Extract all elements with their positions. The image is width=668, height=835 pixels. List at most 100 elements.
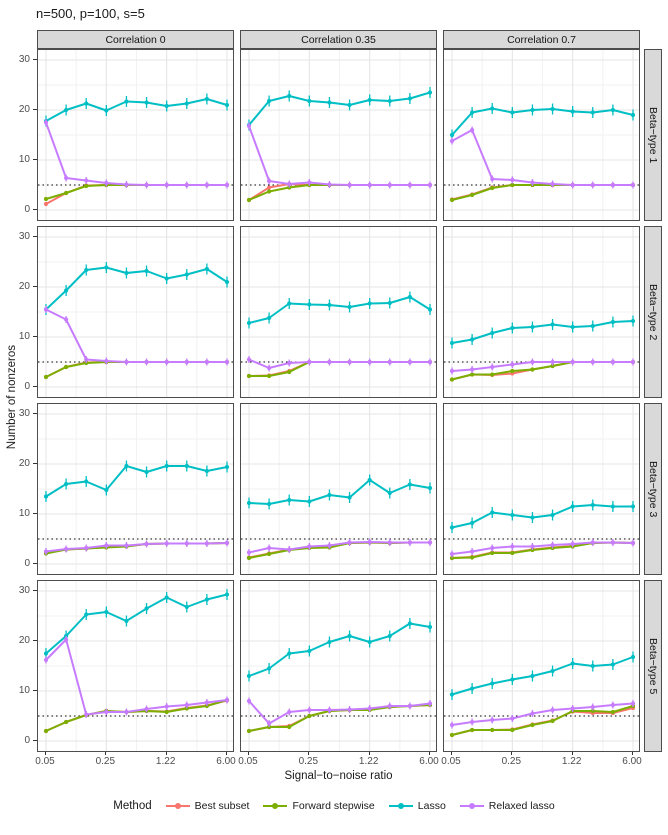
x-tick-label: 6.00 [622,756,642,767]
series-relaxed-lasso [449,539,636,558]
x-tick-label: 0.25 [95,756,116,767]
panel-beta-type-5-correlation-0-7 [443,580,640,752]
x-tick-label: 1.22 [358,756,379,767]
y-tick-mark [33,513,37,514]
x-tick-mark [511,751,513,755]
y-tick-label: 0 [24,204,30,215]
facet-col-strip: Correlation 0.35 [240,30,437,49]
y-tick-mark [33,590,37,591]
x-tick-mark [226,751,227,755]
y-tick-mark [33,109,37,110]
facet-col-label: Correlation 0.35 [301,33,376,46]
x-tick-mark [451,751,452,755]
x-tick-label: 6.00 [216,756,236,767]
panel-beta-type-1-correlation-0 [37,49,234,221]
legend-item-best-subset: Best subset [165,799,250,813]
y-tick-mark [33,563,37,564]
facet-row-label: Beta−type 1 [647,106,659,164]
facet-col-strip: Correlation 0.7 [443,30,640,49]
x-tick-label: 0.05 [441,756,461,767]
series-relaxed-lasso [246,538,433,556]
x-tick-label: 0.05 [35,756,55,767]
panel-beta-type-5-correlation-0-35 [240,580,437,752]
panel-beta-type-3-correlation-0-35 [240,403,437,575]
series-lasso [449,315,636,349]
y-tick-label: 10 [18,508,30,519]
series-lasso [449,651,636,700]
legend-key-line-icon [263,799,288,813]
x-tick-label: 1.22 [155,756,176,767]
x-tick-mark [105,751,107,755]
panel-beta-type-3-correlation-0 [37,403,234,575]
series-relaxed-lasso [246,122,433,189]
legend-item-label: Forward stepwise [292,800,375,812]
x-tick-label: 1.22 [561,756,582,767]
y-tick-label: 10 [18,685,30,696]
legend-key-line-icon [165,799,190,813]
y-tick-label: 30 [18,54,30,65]
facet-col-label: Correlation 0 [105,33,166,46]
panel-beta-type-2-correlation-0-35 [240,226,437,398]
y-tick-mark [33,286,37,287]
y-tick-label: 20 [18,104,30,115]
x-tick-mark [308,751,310,755]
x-tick-mark [45,751,46,755]
y-tick-mark [33,740,37,741]
y-tick-mark [33,159,37,160]
series-relaxed-lasso [246,697,433,727]
facet-col-label: Correlation 0.7 [507,33,576,46]
legend: Method Best subset Forward stepwise Lasso R… [0,799,668,813]
y-tick-label: 10 [18,331,30,342]
x-tick-mark [571,751,573,755]
series-lasso [246,474,433,510]
series-relaxed-lasso [43,539,230,555]
y-axis-title: Number of nonzeros [6,344,18,449]
y-tick-mark [33,463,37,464]
y-tick-label: 10 [18,154,30,165]
legend-title: Method [113,800,152,812]
y-tick-label: 30 [18,585,30,596]
y-tick-label: 0 [24,381,30,392]
y-tick-label: 20 [18,635,30,646]
y-tick-label: 0 [24,735,30,746]
series-relaxed-lasso [246,356,433,372]
facet-row-strip: Beta−type 5 [644,580,662,752]
panel-beta-type-1-correlation-0-35 [240,49,437,221]
x-tick-label: 6.00 [419,756,439,767]
legend-key-line-icon [388,799,413,813]
y-tick-mark [33,209,37,210]
facet-col-strip: Correlation 0 [37,30,234,49]
panel-beta-type-1-correlation-0-7 [443,49,640,221]
y-tick-label: 30 [18,408,30,419]
x-tick-mark [368,751,370,755]
legend-item-relaxed-lasso: Relaxed lasso [459,799,555,813]
facet-row-label: Beta−type 2 [647,283,659,341]
panel-beta-type-2-correlation-0-7 [443,226,640,398]
series-relaxed-lasso [449,126,636,189]
series-lasso [449,103,636,141]
x-tick-mark [248,751,249,755]
panel-beta-type-3-correlation-0-7 [443,403,640,575]
y-tick-mark [33,236,37,237]
series-relaxed-lasso [449,358,636,375]
legend-item-label: Relaxed lasso [488,800,555,812]
x-tick-mark [429,751,430,755]
x-tick-mark [632,751,633,755]
y-tick-label: 30 [18,231,30,242]
y-tick-mark [33,640,37,641]
series-relaxed-lasso [43,636,230,718]
legend-item-label: Best subset [194,800,250,812]
series-lasso [43,460,230,502]
facet-row-strip: Beta−type 1 [644,49,662,221]
facet-row-strip: Beta−type 2 [644,226,662,398]
y-tick-mark [33,59,37,60]
series-lasso [246,87,433,131]
series-lasso [43,589,230,659]
legend-key-line-icon [459,799,484,813]
x-tick-mark [165,751,167,755]
series-relaxed-lasso [43,119,230,189]
legend-item-label: Lasso [417,800,446,812]
panel-beta-type-2-correlation-0 [37,226,234,398]
facet-row-strip: Beta−type 3 [644,403,662,575]
y-tick-label: 20 [18,281,30,292]
